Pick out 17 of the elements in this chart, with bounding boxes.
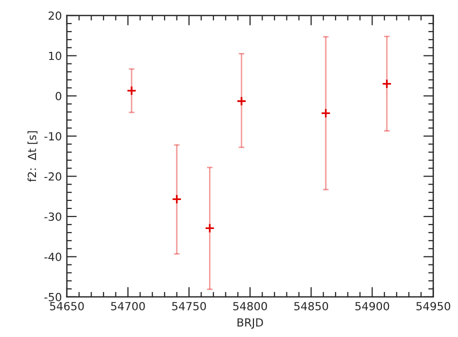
x-tick-label: 54650 (50, 302, 84, 310)
y-tick-label: 20 (48, 11, 62, 20)
x-tick-label: 54750 (172, 302, 206, 310)
y-tick-label: -30 (44, 212, 62, 221)
y-tick-label: 0 (56, 92, 62, 100)
y-tick-label: -50 (44, 292, 62, 302)
y-tick-label: 10 (49, 52, 62, 60)
y-tick-label: -10 (44, 132, 62, 140)
y-tick-label: -20 (44, 172, 62, 181)
y-axis-title: f2: Δt [s] (28, 131, 38, 182)
x-tick-label: 54700 (111, 302, 145, 310)
x-axis-title: BRJD (238, 318, 263, 329)
x-tick-label: 54850 (294, 302, 328, 310)
x-tick-label: 54900 (355, 302, 390, 310)
y-tick-label: -40 (44, 252, 62, 262)
x-tick-label: 54800 (233, 302, 268, 310)
x-tick-label: 54950 (416, 302, 450, 310)
